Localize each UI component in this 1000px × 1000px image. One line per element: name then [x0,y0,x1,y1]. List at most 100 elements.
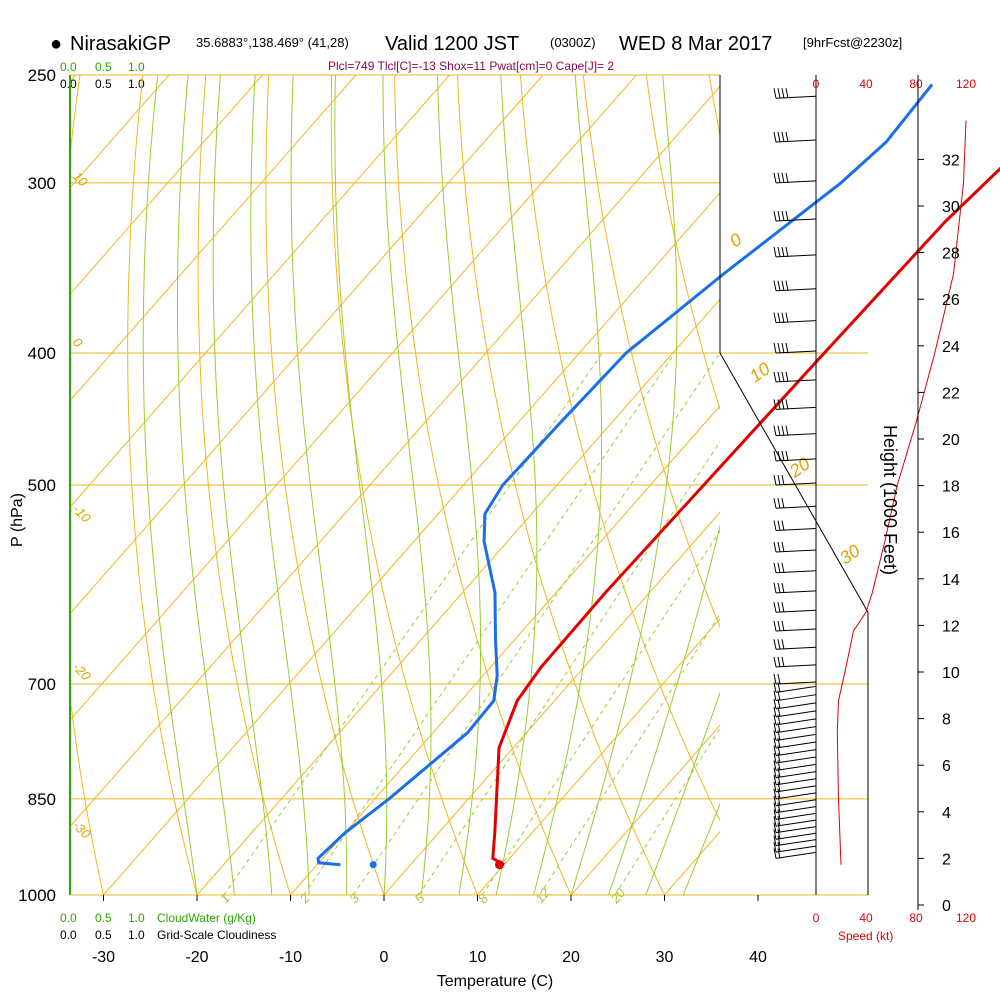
moist-adiabat [290,75,348,895]
cloud-top-black-0: 0.0 [60,77,77,91]
isotherm-line [70,75,357,402]
height-tick-2: 2 [942,851,951,868]
speed-tick-bottom-40: 40 [859,911,873,925]
moist-adiabat [570,75,678,895]
wind-barb [773,690,817,702]
cloud-bottom-black-0: 0.0 [60,928,77,942]
wind-barb [773,682,817,693]
dry-adiabat [456,75,666,895]
wind-barb [773,172,817,184]
temp-tick--30: -30 [92,949,115,966]
moist-adiabat [334,75,388,895]
height-tick-22: 22 [942,385,960,402]
speed-tick-bottom-80: 80 [909,911,923,925]
wind-barb [773,822,817,834]
temp-tick-20: 20 [562,949,580,966]
wind-barb [773,450,817,462]
dry-adiabat [70,75,105,895]
wind-barb [773,809,817,820]
wind-barb [773,131,817,143]
isotherm-line [70,85,720,828]
y-axis-label: P (hPa) [9,493,26,547]
wind-barb [773,730,817,741]
mixing-ratio-lines [223,352,720,895]
cloudiness-label: Grid-Scale Cloudiness [157,928,276,942]
temp-tick-0: 0 [380,949,389,966]
dry-adiabat [582,75,720,629]
height-axis-label: Height (1000 Feet) [880,425,900,575]
temp-tick-30: 30 [656,949,674,966]
speed-tick-top-40: 40 [859,77,873,91]
temp-tick-40: 40 [749,949,767,966]
dry-adiabat [708,75,720,138]
temp-tick--20: -20 [185,949,208,966]
isotherm-label-left: 10 [70,169,91,190]
wind-barb [773,706,817,718]
height-tick-14: 14 [942,572,960,589]
wind-barb [773,848,817,859]
height-tick-4: 4 [942,805,951,822]
isotherm-label-left: 0 [70,335,86,351]
pressure-tick-300: 300 [28,174,56,193]
sounding-profiles [316,83,1000,870]
wind-speed-line [836,120,967,865]
wind-barb [773,656,817,668]
dry-adiabat [987,0,1000,924]
wind-barb [773,474,817,486]
wind-barb [773,541,817,553]
wind-barb [773,602,817,613]
dry-adiabat [197,75,292,895]
x-axis-label: Temperature (C) [437,973,553,990]
mixing-ratio-label-20: 20 [607,885,629,907]
wind-barb [773,737,817,749]
wind-barb [773,639,817,650]
height-tick-8: 8 [942,712,951,729]
cloud-bottom-green-1: 0.5 [95,911,112,925]
isotherm-label-right: 0 [726,229,746,251]
moist-adiabat [212,75,273,895]
mixing-ratio-line-1 [223,352,603,895]
wind-barb [773,841,817,853]
valid-time: Valid 1200 JST [385,33,519,55]
moist-adiabat [250,75,310,895]
forecast-info: [9hrFcst@2230z] [803,35,902,50]
moist-adiabat [142,75,198,895]
pressure-tick-400: 400 [28,344,56,363]
height-tick-12: 12 [942,618,960,635]
dry-adiabats [70,0,1000,924]
indices-line: Plcl=749 Tlcl[C]=-13 Shox=11 Pwat[cm]=0 … [328,59,614,73]
isotherm-line [103,192,720,895]
height-tick-28: 28 [942,246,960,263]
wind-barb [773,520,817,532]
wind-barb [773,399,817,410]
speed-tick-top-120: 120 [956,77,976,91]
cloud-bottom-black-2: 1.0 [128,928,145,942]
cloud-top-black-1: 0.5 [95,77,112,91]
wind-barb [773,714,817,726]
height-tick-6: 6 [942,758,951,775]
height-tick-0: 0 [942,898,951,915]
speed-tick-top-0: 0 [813,77,820,91]
cloud-bottom-black-1: 0.5 [95,928,112,942]
surface-dewpoint-dot [369,861,377,869]
station-bullet: ● [50,33,62,55]
wind-barb [773,562,817,574]
cloud-bottom-green-2: 1.0 [128,911,145,925]
height-tick-26: 26 [942,292,960,309]
wind-barb [773,774,817,786]
cloud-top-green-2: 1.0 [128,60,145,74]
isotherm-line [290,405,720,895]
height-tick-10: 10 [942,665,960,682]
pressure-tick-700: 700 [28,675,56,694]
wind-barb [773,498,817,509]
speed-tick-bottom-0: 0 [813,911,820,925]
wind-barb [773,722,817,734]
height-tick-20: 20 [942,432,960,449]
moist-adiabat [607,524,720,895]
wind-barb [773,210,817,222]
wind-barb [773,815,817,827]
moist-adiabat [682,802,720,895]
valid-date: WED 8 Mar 2017 [619,33,772,55]
